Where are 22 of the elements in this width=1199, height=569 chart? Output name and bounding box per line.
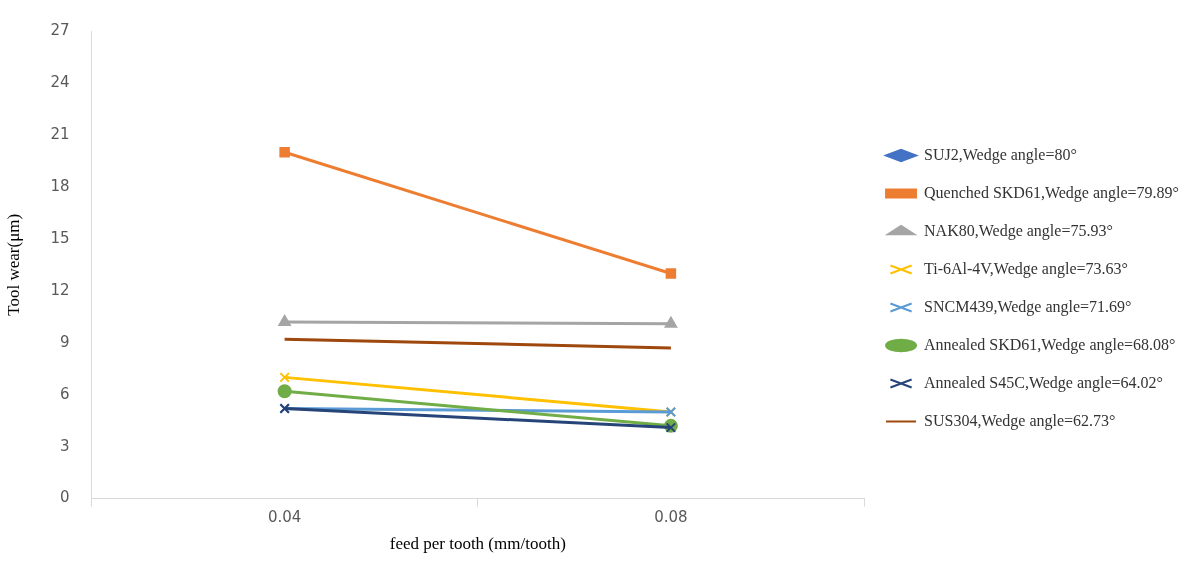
y-tick-label: 18 — [50, 176, 70, 195]
y-tick-label: 24 — [50, 72, 70, 91]
y-tick-label: 21 — [50, 124, 70, 143]
y-tick-label: 12 — [50, 280, 70, 299]
x-tick-label: 0.04 — [267, 508, 302, 527]
legend-label: Annealed S45C,Wedge angle=64.02° — [924, 373, 1164, 392]
y-tick-label: 15 — [50, 228, 70, 247]
x-axis-title: feed per tooth (mm/tooth) — [389, 534, 566, 554]
x-tick-label: 0.08 — [654, 508, 688, 527]
y-tick-label: 3 — [59, 436, 70, 455]
legend-label: NAK80,Wedge angle=75.93° — [924, 221, 1113, 240]
y-tick-label: 9 — [59, 332, 70, 351]
y-tick-label: 6 — [59, 384, 70, 403]
legend-label: Quenched SKD61,Wedge angle=79.89° — [924, 183, 1180, 202]
y-tick-label: 0 — [59, 488, 70, 507]
legend-label: SUJ2,Wedge angle=80° — [924, 145, 1077, 164]
y-tick-label: 27 — [50, 20, 70, 39]
legend-label: SNCM439,Wedge angle=71.69° — [924, 297, 1132, 316]
legend-label: SUS304,Wedge angle=62.73° — [924, 411, 1116, 430]
legend-label: Annealed SKD61,Wedge angle=68.08° — [924, 335, 1176, 354]
legend-label: Ti-6Al-4V,Wedge angle=73.63° — [924, 259, 1128, 278]
y-axis-title: Tool wear(μm) — [3, 213, 23, 316]
